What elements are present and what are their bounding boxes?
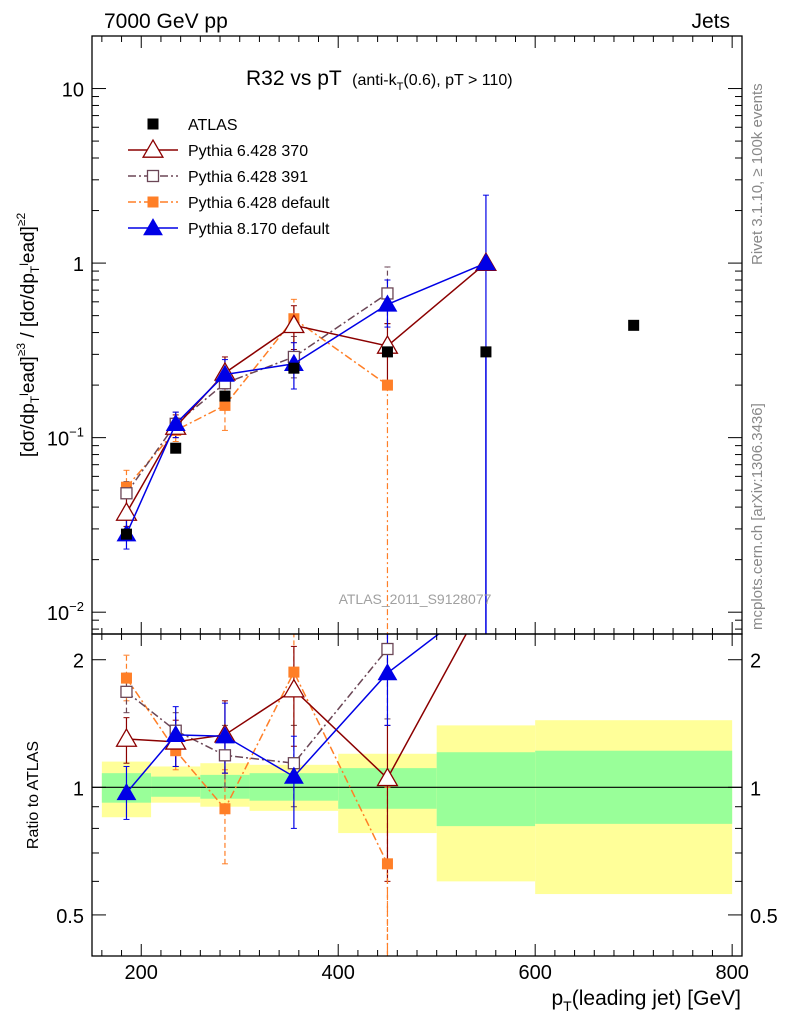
legend-item: Pythia 6.428 370	[128, 138, 308, 160]
stat-uncertainty-band	[151, 776, 201, 797]
legend-label: Pythia 6.428 default	[188, 195, 330, 212]
series-pythia-8-170-default	[116, 253, 496, 801]
x-tick-label: 400	[322, 962, 355, 984]
legend-marker	[146, 169, 160, 183]
atlas-point	[219, 390, 231, 402]
legend-marker	[147, 118, 159, 130]
svg-text:[dσ/dpTlead]≥3 / [dσ/dpTlead]≥: [dσ/dpTlead]≥3 / [dσ/dpTlead]≥2	[14, 213, 42, 458]
legend-item: Pythia 8.170 default	[128, 218, 330, 238]
x-tick-label: 600	[518, 962, 551, 984]
ratio-point	[282, 678, 305, 698]
main-y-axis-label: [dσ/dpTlead]≥3 / [dσ/dpTlead]≥2	[14, 213, 42, 458]
ratio-point	[116, 783, 137, 801]
plot-title: R32 vs pT (anti-kT(0.6), pT > 110)	[246, 67, 513, 93]
data-point	[381, 379, 393, 391]
data-point	[215, 364, 235, 382]
ratio-point	[170, 745, 182, 757]
ratio-point	[120, 685, 133, 698]
atlas-point	[288, 362, 300, 374]
y-tick-label: 10−1	[47, 425, 84, 451]
mcplots-label: mcplots.cern.ch [arXiv:1306.3436]	[749, 403, 766, 630]
x-tick-label: 200	[125, 962, 158, 984]
data-point	[120, 487, 133, 500]
atlas-point	[381, 346, 393, 358]
atlas-point	[628, 319, 640, 331]
ratio-y-tick-label-right: 0.5	[750, 906, 778, 928]
legend-label: Pythia 8.170 default	[188, 221, 330, 238]
ratio-point	[115, 727, 138, 747]
series-line	[125, 317, 388, 488]
axes-layer: 200 400 600 800 10−2 10−1 1 10 0.5 0.5 1 1 2 2	[47, 35, 778, 984]
ratio-y-axis-label: Ratio to ATLAS	[25, 741, 42, 849]
ratio-y-tick-label: 1	[73, 778, 84, 800]
legend-item: Pythia 6.428 391	[128, 169, 308, 186]
atlas-point	[120, 528, 132, 540]
ratio-point	[381, 642, 394, 656]
rivet-label: Rivet 3.1.10, ≥ 100k events	[749, 83, 766, 265]
y-tick-label: 10	[62, 80, 84, 102]
plot-title-paren-sub: T	[397, 81, 404, 93]
data-point	[165, 413, 186, 432]
legend-item: Pythia 6.428 default	[128, 195, 330, 212]
ratio-point	[381, 858, 393, 870]
data-point	[282, 314, 305, 334]
legend-label: Pythia 6.428 370	[188, 143, 308, 160]
atlas-point	[170, 442, 182, 454]
collision-label: 7000 GeV pp	[104, 10, 228, 33]
analysis-watermark: ATLAS_2011_S9128077	[339, 591, 492, 607]
ratio-line	[125, 633, 440, 794]
data-point	[219, 399, 231, 411]
x-tick-label: 800	[715, 962, 748, 984]
ratio-y-tick-label-right: 2	[750, 651, 761, 673]
legend: ATLAS Pythia 6.428 370 Pythia 6.428 391 Pyt…	[128, 117, 330, 238]
stat-uncertainty-band	[436, 752, 536, 827]
plot-title-main: R32 vs pT	[246, 67, 342, 90]
data-point	[476, 253, 496, 271]
data-point	[377, 294, 398, 312]
series-line	[125, 262, 487, 535]
y-tick-label: 10−2	[47, 599, 84, 625]
plot-title-paren-rest: (0.6), pT > 110)	[403, 72, 512, 89]
legend-item: ATLAS	[147, 117, 238, 134]
ratio-uncertainty-bands	[101, 720, 733, 895]
ratio-point	[377, 663, 398, 681]
series-line	[125, 262, 487, 514]
y-tick-label: 1	[73, 254, 84, 276]
legend-label: ATLAS	[188, 117, 238, 134]
series-atlas	[120, 319, 640, 540]
ratio-point	[218, 749, 232, 762]
atlas-point	[480, 346, 492, 358]
legend-marker	[143, 218, 163, 236]
ratio-y-axis-label-group: Ratio to ATLAS	[25, 741, 42, 849]
plot-title-paren: (anti-k	[352, 72, 397, 89]
ratio-point	[165, 724, 186, 743]
legend-marker	[141, 138, 165, 158]
process-label: Jets	[691, 10, 730, 33]
rivet-label-group: Rivet 3.1.10, ≥ 100k events	[749, 83, 766, 265]
ratio-y-tick-label: 0.5	[56, 906, 84, 928]
series-layer	[115, 194, 640, 957]
ratio-point	[288, 666, 300, 678]
ratio-y-tick-label-right: 1	[750, 778, 761, 800]
series-line	[125, 292, 388, 494]
x-axis-label: pT(leading jet) [GeV]	[551, 987, 741, 1014]
legend-marker	[147, 196, 159, 208]
ratio-point	[376, 767, 399, 787]
series-pythia-6-428-391	[120, 287, 394, 770]
data-point	[115, 501, 138, 521]
mcplots-label-group: mcplots.cern.ch [arXiv:1306.3436]	[749, 403, 766, 630]
series-pythia-6-428-370	[115, 251, 497, 787]
ratio-point	[283, 766, 304, 784]
ratio-point	[219, 803, 231, 815]
ratio-point	[215, 726, 235, 744]
legend-label: Pythia 6.428 391	[188, 169, 308, 186]
ratio-point	[120, 672, 132, 684]
ratio-y-tick-label: 2	[73, 651, 84, 673]
